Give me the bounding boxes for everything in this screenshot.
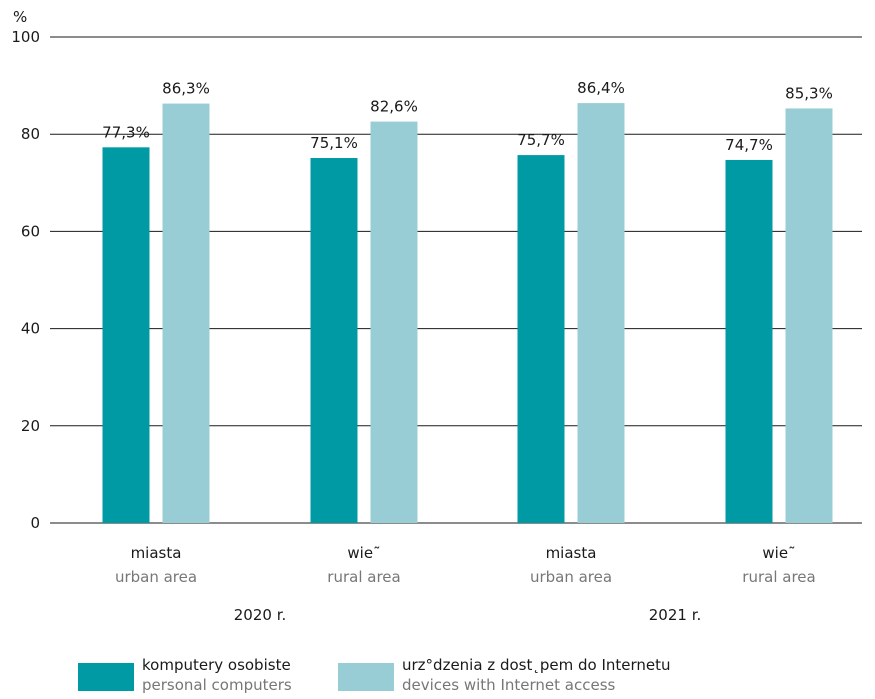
y-tick-label: 40 [21, 320, 40, 338]
bars [102, 103, 833, 524]
bar-internet-devices [785, 108, 833, 523]
y-tick-label: 0 [30, 514, 40, 532]
bar-personal-computers [102, 147, 150, 523]
data-label: 85,3% [785, 84, 833, 102]
category-sublabel: urban area [115, 568, 197, 586]
category-labels: miasta urban area wie˜ rural area miasta urba… [115, 544, 816, 586]
category-sublabel: urban area [530, 568, 612, 586]
data-label: 86,3% [162, 80, 210, 98]
category-sublabel: rural area [327, 568, 400, 586]
data-label: 74,7% [725, 136, 773, 154]
y-tick-label: 60 [21, 222, 40, 240]
legend-label-pl: urz°dzenia z dost˛pem do Internetu [402, 656, 671, 674]
legend-swatch-personal-computers [78, 663, 134, 691]
bar-internet-devices [577, 103, 625, 523]
bar-internet-devices [370, 121, 418, 524]
legend-label-en: personal computers [142, 676, 292, 694]
category-label: wie˜ [347, 544, 380, 562]
data-label: 82,6% [370, 98, 418, 116]
data-label: 75,1% [310, 134, 358, 152]
bar-personal-computers [725, 159, 773, 523]
group-label: 2020 r. [234, 606, 287, 624]
category-label: wie˜ [762, 544, 795, 562]
y-axis-label: % [13, 8, 27, 26]
bar-personal-computers [310, 158, 358, 523]
data-label: 86,4% [577, 79, 625, 97]
category-sublabel: rural area [742, 568, 815, 586]
bar-chart: 0 20 40 60 80 100 % 77,3% 75,1% 75,7% 74,7% 86,3%… [11, 8, 862, 624]
y-tick-label: 80 [21, 125, 40, 143]
y-tick-label: 100 [11, 28, 40, 46]
bar-internet-devices [162, 103, 210, 523]
data-labels: 77,3% 75,1% 75,7% 74,7% 86,3% 82,6% 86,4% 85,3% [102, 79, 833, 154]
category-label: miasta [546, 544, 597, 562]
legend-item-personal-computers: komputery osobiste personal computers [78, 655, 292, 695]
y-tick-label: 20 [21, 417, 40, 435]
bar-personal-computers [517, 155, 565, 523]
data-label: 75,7% [517, 131, 565, 149]
legend-item-internet-devices: urz°dzenia z dost˛pem do Internetu devic… [338, 655, 671, 695]
legend-label-pl: komputery osobiste [142, 656, 291, 674]
data-label: 77,3% [102, 123, 150, 141]
group-labels: 2020 r. 2021 r. [234, 606, 702, 624]
group-label: 2021 r. [649, 606, 702, 624]
category-label: miasta [131, 544, 182, 562]
legend-label-en: devices with Internet access [402, 676, 616, 694]
y-axis-ticks: 0 20 40 60 80 100 [11, 28, 40, 532]
legend-swatch-internet-devices [338, 663, 394, 691]
